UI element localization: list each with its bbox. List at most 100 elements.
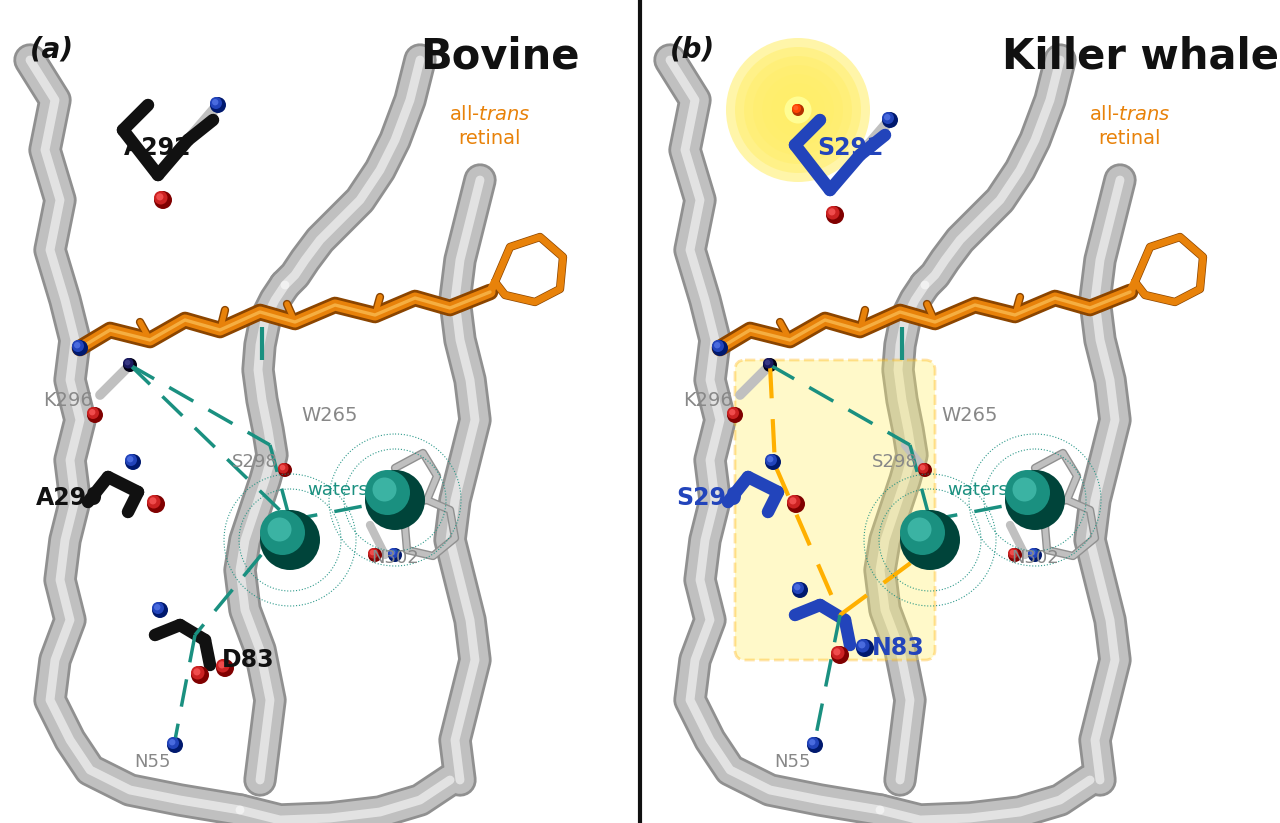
Circle shape (1005, 470, 1050, 515)
Circle shape (396, 496, 407, 506)
Text: W265: W265 (942, 406, 998, 425)
Circle shape (365, 470, 410, 515)
Circle shape (918, 463, 928, 473)
Text: S299: S299 (677, 486, 744, 510)
Circle shape (792, 582, 808, 598)
Text: Killer whale: Killer whale (1001, 35, 1279, 77)
Circle shape (125, 454, 141, 470)
Circle shape (191, 666, 205, 680)
Text: N83: N83 (872, 636, 924, 660)
Circle shape (856, 639, 874, 657)
Circle shape (396, 496, 410, 510)
Circle shape (792, 104, 804, 116)
Circle shape (831, 646, 845, 659)
Circle shape (859, 641, 865, 649)
Circle shape (193, 668, 201, 676)
Circle shape (278, 463, 288, 473)
Circle shape (780, 92, 817, 128)
Text: S292: S292 (817, 136, 883, 160)
Circle shape (369, 548, 379, 559)
Circle shape (219, 661, 225, 668)
Circle shape (785, 96, 812, 123)
Circle shape (763, 358, 773, 369)
Circle shape (278, 463, 292, 477)
Text: A292: A292 (124, 136, 192, 160)
Circle shape (765, 454, 781, 470)
Circle shape (260, 510, 320, 570)
Circle shape (712, 340, 728, 356)
Text: (b): (b) (669, 35, 716, 63)
Circle shape (72, 340, 84, 352)
Circle shape (1009, 548, 1019, 559)
Circle shape (87, 407, 102, 423)
Text: S298: S298 (872, 453, 918, 471)
Circle shape (771, 83, 826, 137)
FancyBboxPatch shape (735, 360, 934, 660)
Text: N55: N55 (133, 753, 170, 771)
Circle shape (762, 74, 835, 146)
Circle shape (124, 360, 131, 365)
Circle shape (828, 208, 836, 216)
Circle shape (87, 407, 99, 419)
Circle shape (792, 582, 804, 594)
Circle shape (727, 407, 742, 423)
Circle shape (856, 639, 869, 653)
Circle shape (123, 358, 137, 372)
Circle shape (123, 358, 133, 369)
Circle shape (74, 342, 81, 348)
Circle shape (388, 548, 402, 562)
Circle shape (764, 360, 771, 365)
Circle shape (156, 193, 164, 201)
Text: W265: W265 (302, 406, 358, 425)
Circle shape (1010, 550, 1015, 556)
Circle shape (1009, 548, 1021, 562)
Circle shape (1028, 548, 1042, 562)
Circle shape (900, 510, 960, 570)
Circle shape (790, 497, 796, 504)
Circle shape (372, 477, 397, 501)
Circle shape (882, 112, 893, 124)
Text: N302: N302 (371, 549, 419, 567)
Circle shape (787, 495, 800, 509)
Circle shape (150, 497, 156, 504)
Circle shape (763, 358, 777, 372)
Text: D83: D83 (221, 648, 274, 672)
Circle shape (1036, 496, 1047, 506)
Circle shape (882, 112, 899, 128)
Circle shape (1012, 477, 1037, 501)
Text: (a): (a) (29, 35, 74, 63)
Text: K296: K296 (684, 390, 733, 410)
Text: waters: waters (947, 481, 1009, 499)
Circle shape (169, 739, 175, 746)
Circle shape (154, 191, 168, 204)
Text: all-$\it{trans}$
retinal: all-$\it{trans}$ retinal (1089, 105, 1171, 147)
Circle shape (1005, 470, 1065, 530)
Circle shape (147, 495, 165, 513)
Circle shape (1036, 496, 1050, 510)
Circle shape (806, 737, 823, 753)
Circle shape (806, 737, 819, 749)
Circle shape (166, 737, 179, 749)
Circle shape (398, 498, 403, 504)
Circle shape (788, 101, 806, 119)
Text: K296: K296 (44, 390, 93, 410)
Text: N55: N55 (773, 753, 810, 771)
Circle shape (765, 454, 777, 466)
Circle shape (1038, 498, 1043, 504)
Circle shape (216, 659, 234, 677)
Text: waters: waters (307, 481, 369, 499)
Circle shape (210, 97, 221, 109)
Circle shape (831, 646, 849, 664)
Circle shape (900, 510, 945, 555)
Circle shape (389, 550, 396, 556)
Circle shape (833, 649, 841, 655)
Circle shape (727, 407, 739, 419)
Circle shape (1029, 550, 1036, 556)
Circle shape (154, 604, 160, 611)
Circle shape (884, 114, 891, 120)
Circle shape (260, 510, 305, 555)
Circle shape (268, 518, 292, 542)
Circle shape (712, 340, 724, 352)
Circle shape (154, 191, 172, 209)
Circle shape (726, 38, 870, 182)
